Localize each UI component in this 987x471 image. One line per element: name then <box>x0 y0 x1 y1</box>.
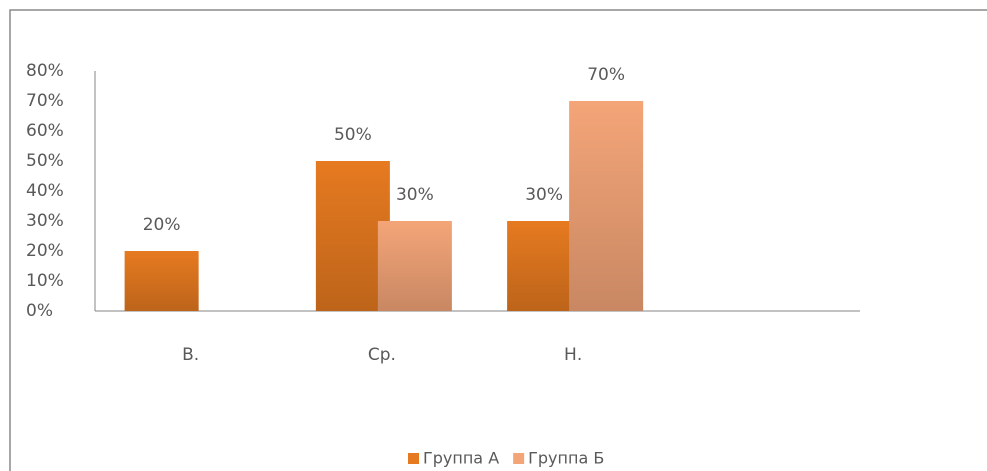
y-tick-label: 20% <box>26 241 64 261</box>
y-tick-label: 80% <box>26 61 64 81</box>
y-tick-label: 30% <box>26 211 64 231</box>
value-label: 30% <box>396 185 434 205</box>
value-label: 50% <box>334 125 372 145</box>
y-tick-label: 70% <box>26 91 64 111</box>
legend-swatch <box>408 453 419 464</box>
bar-shade <box>507 221 582 311</box>
bar-shade <box>124 251 199 311</box>
bar-shade <box>377 221 452 311</box>
value-label: 30% <box>525 185 563 205</box>
x-tick-label: Ср. <box>368 345 396 365</box>
bar-shade <box>569 101 644 311</box>
y-tick-label: 60% <box>26 121 64 141</box>
value-label: 20% <box>143 215 181 235</box>
y-tick-label: 50% <box>26 151 64 171</box>
y-tick-label: 40% <box>26 181 64 201</box>
legend-swatch <box>513 453 525 464</box>
y-tick-label: 0% <box>26 301 53 321</box>
bar-shade <box>315 161 390 311</box>
legend-label: Группа Б <box>528 449 604 468</box>
x-tick-label: Н. <box>564 345 582 365</box>
value-label: 70% <box>587 65 625 85</box>
chart-frame <box>9 9 987 471</box>
x-tick-label: В. <box>182 345 199 365</box>
y-tick-label: 10% <box>26 271 64 291</box>
legend-label: Группа А <box>423 449 499 468</box>
